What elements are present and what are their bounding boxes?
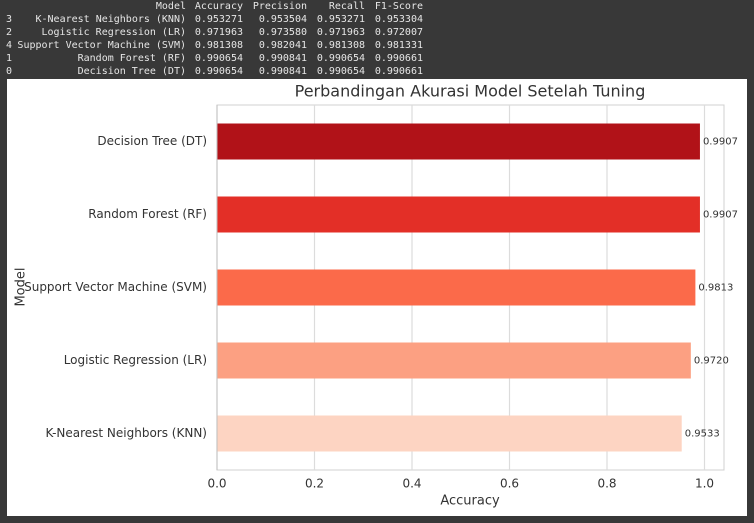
row-index: 4 — [6, 40, 12, 51]
bar — [217, 123, 700, 160]
x-tick-label: 0.4 — [402, 477, 421, 491]
table-cell: 0.981308 — [195, 40, 243, 51]
table-cell: 0.990654 — [317, 66, 365, 77]
table-cell: 0.990654 — [195, 53, 243, 64]
x-tick-label: 0.2 — [305, 477, 324, 491]
table-cell: 0.990841 — [259, 53, 307, 64]
table-cell: 0.953271 — [317, 14, 365, 25]
table-cell: 0.953271 — [195, 14, 243, 25]
y-axis-label: Model — [14, 267, 29, 306]
table-cell: 0.973580 — [259, 27, 307, 38]
table-cell: 0.990654 — [195, 66, 243, 77]
table-cell: Logistic Regression (LR) — [42, 27, 187, 38]
value-label: 0.9907 — [703, 210, 738, 221]
row-index: 3 — [6, 14, 12, 25]
table-cell: 0.990841 — [259, 66, 307, 77]
value-label: 0.9533 — [685, 429, 720, 440]
y-tick-label: Decision Tree (DT) — [97, 134, 207, 148]
column-header: F1-Score — [375, 1, 423, 12]
x-tick-label: 0.6 — [500, 477, 519, 491]
table-cell: 0.990661 — [375, 53, 423, 64]
table-cell: 0.990661 — [375, 66, 423, 77]
value-label: 0.9720 — [694, 356, 729, 367]
row-index: 0 — [6, 66, 12, 77]
table-cell: Decision Tree (DT) — [78, 66, 186, 77]
table-cell: K-Nearest Neighbors (KNN) — [35, 14, 186, 25]
x-tick-label: 0.8 — [597, 477, 616, 491]
table-cell: Random Forest (RF) — [78, 53, 186, 64]
y-tick-label: Random Forest (RF) — [88, 207, 207, 221]
bar — [217, 415, 682, 452]
table-cell: 0.981331 — [375, 40, 423, 51]
y-tick-label: Logistic Regression (LR) — [64, 353, 207, 367]
bar — [217, 342, 691, 379]
bar — [217, 196, 700, 233]
bar — [217, 269, 696, 306]
x-axis-label: Accuracy — [440, 494, 500, 509]
y-tick-label: K-Nearest Neighbors (KNN) — [45, 426, 207, 440]
x-tick-label: 0.0 — [207, 477, 226, 491]
column-header: Precision — [253, 1, 307, 12]
chart: Perbandingan Akurasi Model Setelah Tunin… — [14, 82, 738, 509]
x-tick-label: 1.0 — [695, 477, 714, 491]
table-cell: 0.971963 — [317, 27, 365, 38]
table-cell: 0.953304 — [375, 14, 423, 25]
dataframe-output: Model Accuracy Precision Recall F1-Score 3 K-N… — [6, 1, 423, 77]
table-cell: Support Vector Machine (SVM) — [17, 40, 186, 51]
value-label: 0.9813 — [698, 283, 733, 294]
column-header: Model — [156, 1, 186, 12]
row-index: 2 — [6, 27, 12, 38]
table-cell: 0.981308 — [317, 40, 365, 51]
chart-title: Perbandingan Akurasi Model Setelah Tunin… — [295, 82, 646, 101]
row-index: 1 — [6, 53, 12, 64]
table-cell: 0.972007 — [375, 27, 423, 38]
value-label: 0.9907 — [703, 137, 738, 148]
column-header: Accuracy — [195, 1, 243, 12]
table-cell: 0.990654 — [317, 53, 365, 64]
table-cell: 0.953504 — [259, 14, 307, 25]
column-header: Recall — [329, 1, 365, 12]
table-cell: 0.971963 — [195, 27, 243, 38]
table-cell: 0.982041 — [259, 40, 307, 51]
y-tick-label: Support Vector Machine (SVM) — [24, 280, 207, 294]
